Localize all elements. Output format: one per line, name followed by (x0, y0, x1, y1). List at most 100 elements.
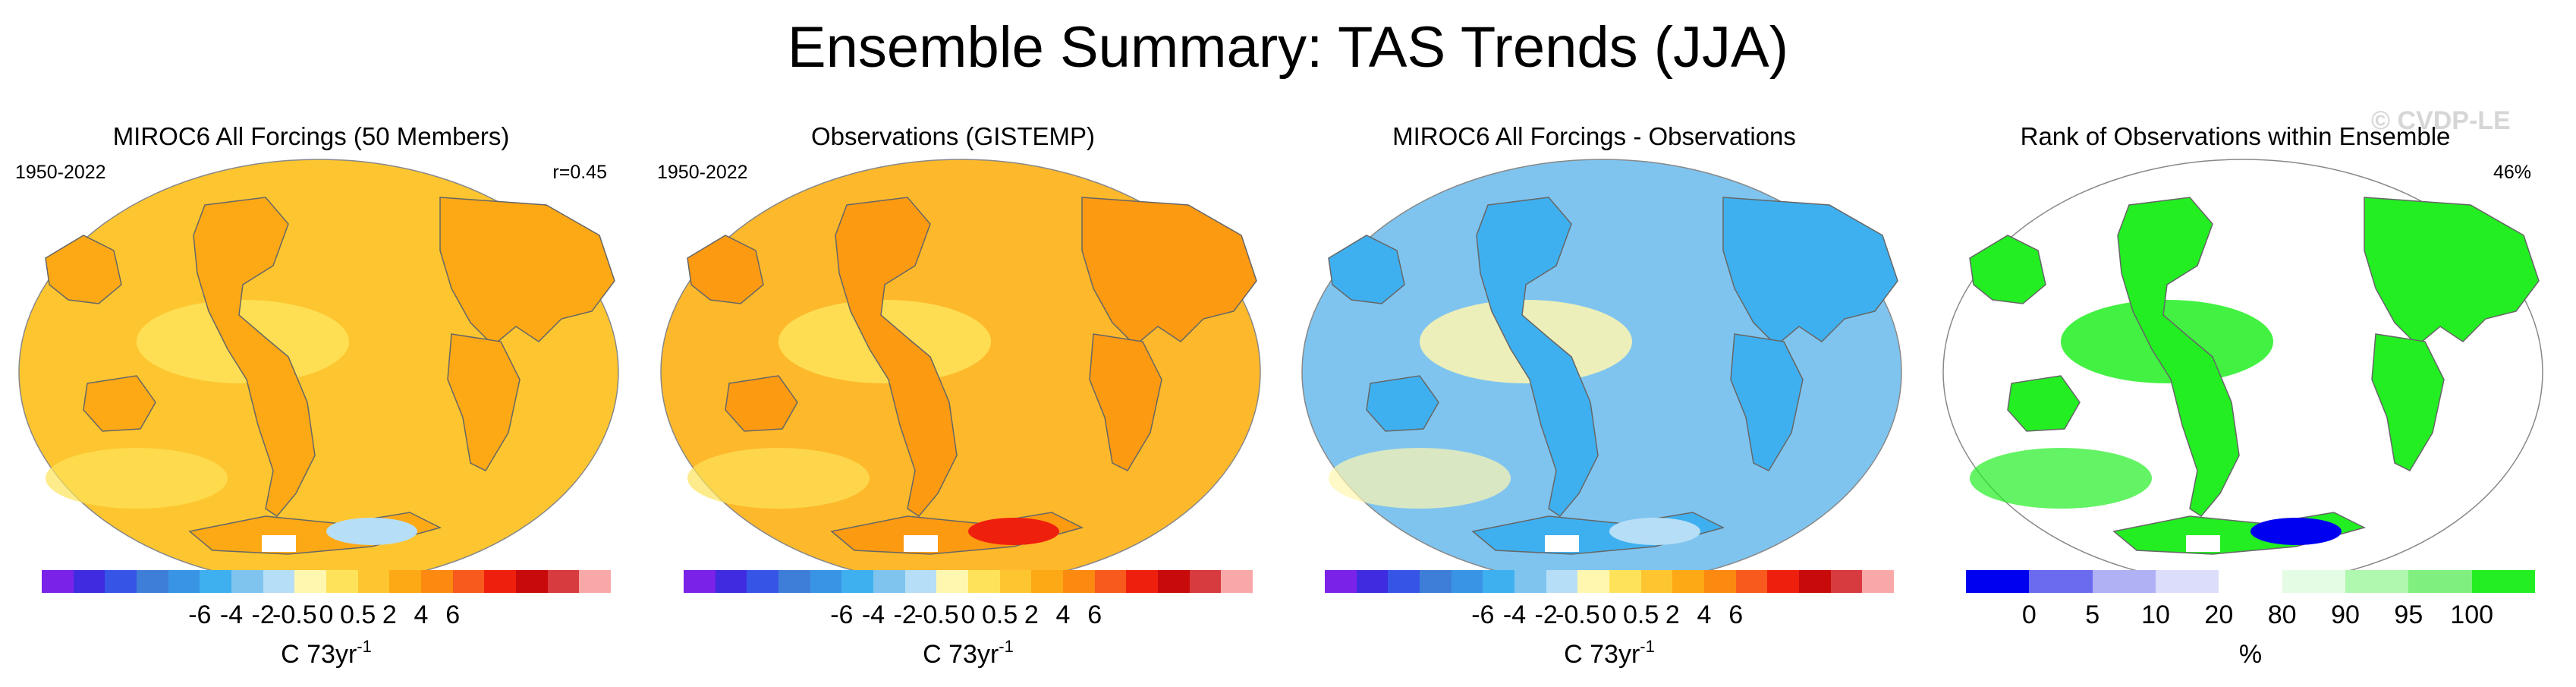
colorbar-box (389, 570, 422, 593)
colorbar-tick-label: 0 (1602, 600, 1617, 629)
colorbar-tick-label: -0.5 (1555, 600, 1600, 629)
colorbar-box (1420, 570, 1452, 593)
colorbar-box (1031, 570, 1064, 593)
colorbar-box (2092, 570, 2156, 593)
colorbar-box (2408, 570, 2472, 593)
colorbar-box (810, 570, 842, 593)
map-continent-australia (2007, 375, 2081, 432)
panel-observations-gistemp: Observations (GISTEMP) 1950-2022 -6 -4 -2-… (642, 114, 1264, 679)
colorbar-tick-label: -0.5 (914, 600, 959, 629)
colorbar-tick-label: 95 (2394, 600, 2423, 629)
colorbar-box (2155, 570, 2219, 593)
colorbar-tick-label: 6 (1728, 600, 1744, 629)
map-continent-australia (725, 375, 798, 432)
colorbar-box (1767, 570, 1800, 593)
map-highlight-patch (2250, 518, 2342, 545)
map-continent-asia_east (687, 235, 764, 304)
map-field-band (687, 448, 870, 509)
colorbar-box (1356, 570, 1389, 593)
colorbar-tick-label: 6 (445, 600, 461, 629)
colorbar-box (294, 570, 327, 593)
colorbar-box (168, 570, 200, 593)
colorbar-box (484, 570, 517, 593)
colorbar-units-text: C 73yr (923, 640, 999, 669)
colorbar-units: % (1924, 632, 2576, 670)
colorbar-box (42, 570, 74, 593)
colorbar-box (2029, 570, 2093, 593)
colorbar-box (1672, 570, 1705, 593)
map-continent-australia (83, 375, 156, 432)
map-continent-americas (835, 197, 958, 517)
panel-title: MIROC6 All Forcings (50 Members) (112, 122, 510, 150)
colorbar-units-text: % (2238, 640, 2263, 669)
colorbar-box (579, 570, 612, 593)
colorbar-box (936, 570, 969, 593)
colorbar-tick-label: 0.5 (982, 600, 1018, 629)
map-continent-asia_east (1328, 235, 1405, 304)
colorbar-box (1577, 570, 1610, 593)
colorbar-box (1735, 570, 1768, 593)
colorbar-units-text: C 73yr (1564, 640, 1640, 669)
colorbar-box (1546, 570, 1578, 593)
colorbar-box (1063, 570, 1095, 593)
colorbar-tick-label: -4 (219, 600, 244, 629)
colorbar-box (1862, 570, 1895, 593)
colorbar-box (778, 570, 810, 593)
map-miroc6-minus-observations (1301, 159, 1902, 585)
period-label: 1950-2022 (657, 162, 748, 183)
colorbar-box (1094, 570, 1127, 593)
colorbar-units-exponent: -1 (1640, 637, 1655, 656)
colorbar-box (1704, 570, 1736, 593)
colorbar-box (1830, 570, 1863, 593)
colorbar-box (1483, 570, 1515, 593)
map-continent-eurasia (439, 197, 615, 347)
colorbar-tick-label: 5 (2085, 600, 2100, 629)
colorbar-box (873, 570, 905, 593)
colorbar-tick-label: 0.5 (1623, 600, 1659, 629)
colorbar-box (73, 570, 105, 593)
map-continent-africa (1730, 333, 1804, 471)
colorbar-units-text: C 73yr (281, 640, 357, 669)
colorbar-tick-label: 80 (2267, 600, 2297, 629)
colorbar-tick-label: -6 (188, 600, 212, 629)
colorbar (42, 570, 612, 593)
colorbar-box (999, 570, 1032, 593)
colorbar-tick-label: -0.5 (272, 600, 317, 629)
map-continent-eurasia (1081, 197, 1257, 347)
colorbar-box (1609, 570, 1641, 593)
colorbar-tick-label: 0 (961, 600, 976, 629)
panel-miroc6-minus-observations: MIROC6 All Forcings - Observations -6 -4-… (1283, 114, 1905, 679)
colorbar (1325, 570, 1895, 593)
colorbar-tick-label: 10 (2141, 600, 2170, 629)
colorbar-tick-label: 2 (1024, 600, 1039, 629)
colorbar-box (2282, 570, 2345, 593)
colorbar-box (1189, 570, 1222, 593)
colorbar-tick-label: -6 (830, 600, 854, 629)
panel-title: MIROC6 All Forcings - Observations (1392, 122, 1796, 150)
colorbar-tick-label: -6 (1471, 600, 1495, 629)
colorbar-box (1640, 570, 1673, 593)
colorbar-box (263, 570, 295, 593)
colorbar-box (326, 570, 358, 593)
colorbar-box (200, 570, 232, 593)
colorbar-box (684, 570, 716, 593)
colorbar-ticks: -6 -4 -2 -0.5 0 0.5 2 4 6 (684, 600, 1253, 630)
rank-percent-label: 46% (2493, 162, 2531, 183)
colorbar-tick-label: 100 (2450, 600, 2494, 629)
map-continent-eurasia (1722, 197, 1898, 347)
colorbar-tick-label: 4 (414, 600, 429, 629)
map-field-band (46, 448, 228, 509)
map-continent-americas (193, 197, 316, 517)
map-continent-americas (2117, 197, 2240, 517)
colorbar-box (357, 570, 390, 593)
map-observations-gistemp (660, 159, 1261, 585)
map-continent-eurasia (2364, 197, 2540, 347)
map-missing-data (2186, 535, 2220, 552)
colorbar-tick-label: 4 (1055, 600, 1071, 629)
colorbar-units: C 73yr-1 (0, 632, 653, 670)
colorbar-tick-label: 4 (1697, 600, 1712, 629)
map-highlight-patch (968, 518, 1059, 545)
colorbar-tick-label: 2 (382, 600, 397, 629)
colorbar-units: C 73yr-1 (642, 632, 1294, 670)
colorbar-tick-label: 0 (2021, 600, 2037, 629)
